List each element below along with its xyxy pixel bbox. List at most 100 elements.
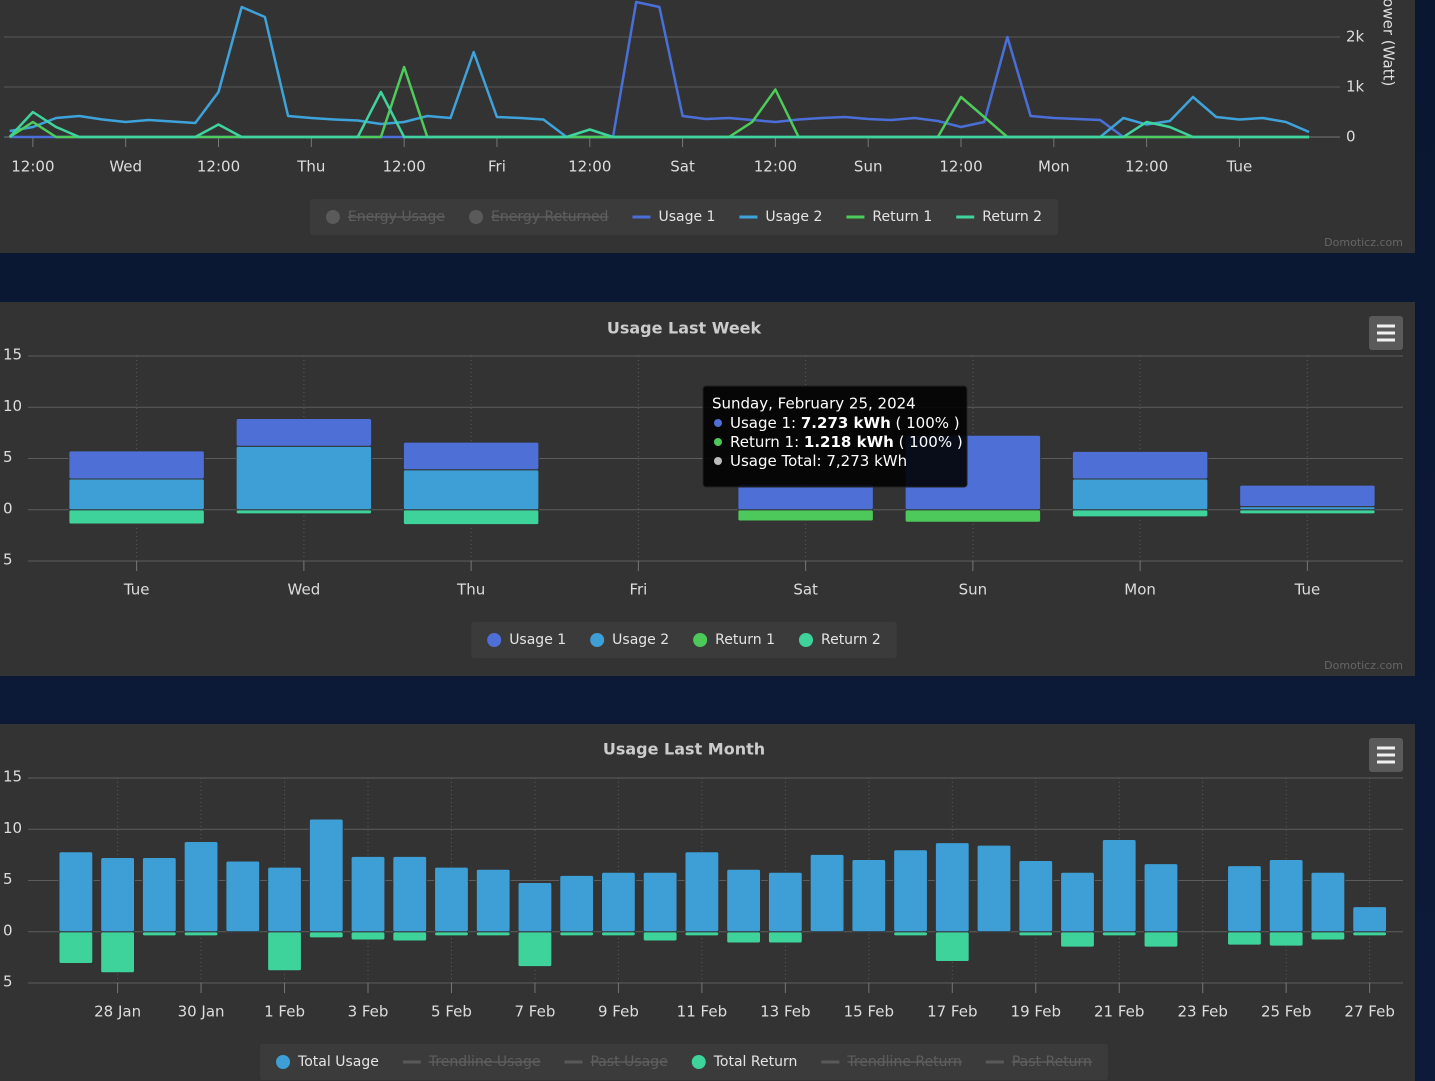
x-tick-label: Fri [629,581,647,599]
legend-symbol [691,1055,706,1069]
x-tick-label: Mon [1038,158,1070,176]
x-tick-label: Mon [1124,581,1156,599]
x-tick-label: 28 Jan [94,1003,141,1021]
y-tick-label: 2k [1346,28,1365,46]
legend-item[interactable]: Past Usage [564,1054,668,1070]
tooltip-name: Return 1: [730,433,804,451]
credits[interactable]: Domoticz.com [1324,236,1403,249]
legend-item[interactable]: Past Return [985,1054,1092,1070]
legend-item[interactable]: Return 2 [798,632,881,648]
x-tick-label: 15 Feb [844,1003,894,1021]
bar [851,858,887,933]
bar [1268,858,1304,933]
y-tick-label: 5 [3,551,13,569]
bar [934,931,970,962]
tooltip-line: Usage Total: 7,273 kWh [730,452,907,470]
bar [1060,871,1095,933]
bar [100,856,136,933]
legend-item[interactable]: Trendline Return [821,1054,962,1070]
bar [235,418,373,447]
x-tick-label: Sun [959,581,988,599]
bar [475,868,511,933]
bar [68,523,205,526]
legend-item[interactable]: Total Return [691,1054,798,1070]
bar [434,931,469,937]
bar [726,868,762,933]
x-tick-label: 27 Feb [1344,1003,1394,1021]
y-tick-label: 1k [1346,78,1365,96]
bar [767,871,803,933]
legend-symbol [276,1055,291,1069]
menu-button[interactable] [1369,738,1403,772]
x-tick-label: Thu [456,581,485,599]
x-tick-label: Tue [1294,581,1321,599]
bar [642,931,678,942]
power-panel: Power (Watt) Domoticz.com 0 1k 2k 12:00 Wed 1… [0,0,1415,253]
menu-button[interactable] [1369,316,1403,350]
bar [517,882,553,933]
menu-icon[interactable] [1377,324,1395,342]
y-axis-title: Power (Watt) [1380,0,1398,86]
legend-item[interactable]: Total Usage [276,1054,379,1070]
tooltip-line: Usage 1: 7.273 kWh ( 100% ) [730,414,960,432]
credits[interactable]: Domoticz.com [1324,659,1403,672]
legend-label: Return 2 [821,632,881,648]
y-tick-label: 5 [3,448,13,466]
tooltip-percent: ( 100% ) [891,414,960,432]
legend: Total Usage Trendline Usage Past Usage Tota… [260,1044,1108,1080]
bar [68,450,205,480]
legend-item[interactable]: Return 1 [846,209,932,225]
week-chart: Usage Last Week Domoticz.com 5 0 5 10 15 Tue W… [3,316,1403,672]
bar [68,509,205,525]
tooltip-value: 7.273 kWh [801,414,891,432]
x-tick-label: Wed [109,158,142,176]
legend-item[interactable]: Trendline Usage [402,1054,541,1070]
bar [1101,931,1137,937]
bar [267,866,302,933]
legend-label: Usage 2 [765,209,822,225]
legend: Usage 1 Usage 2 Return 1 Return 2 [471,622,897,658]
series-line [9,5,1310,139]
x-tick-label: Wed [288,581,321,599]
y-tick-label: 0 [1346,128,1356,146]
legend-label: Return 2 [982,209,1042,225]
bar [1018,860,1054,933]
legend-item[interactable]: Energy Returned [469,209,608,225]
bar [1071,509,1209,518]
legend-label: Usage 1 [509,632,566,648]
bar [559,931,595,937]
bar [58,851,94,933]
legend-item[interactable]: Usage 2 [739,209,822,225]
legend-label: Total Return [713,1054,798,1070]
chart-title: Usage Last Month [603,740,765,759]
legend-item[interactable]: Return 2 [956,209,1042,225]
legend-item[interactable]: Usage 1 [487,632,566,648]
tooltip-value: 1.218 kWh [804,433,894,451]
x-tick-label: 12:00 [383,158,426,176]
bar [1268,931,1304,947]
y-tick-label: 5 [3,870,13,888]
legend-symbol [487,633,502,647]
bar [1071,478,1209,511]
legend-item[interactable]: Return 1 [693,632,775,648]
bar [1310,871,1346,933]
tooltip-line: Return 1: 1.218 kWh ( 100% ) [730,433,963,451]
bar [235,509,373,515]
bar [1060,931,1095,948]
bar [809,853,845,933]
bar [904,509,1042,523]
legend-item[interactable]: Usage 1 [632,209,715,225]
legend-item[interactable]: Energy Usage [325,209,445,225]
x-tick-label: 5 Feb [431,1003,472,1021]
bar [141,931,177,937]
legend-label: Past Return [1012,1054,1092,1070]
legend-item[interactable]: Usage 2 [590,632,669,648]
bar [601,931,636,937]
legend-symbol [590,633,605,647]
menu-icon[interactable] [1377,746,1395,764]
bar [402,509,540,526]
bar [308,818,344,933]
x-tick-label: 12:00 [568,158,611,176]
x-tick-label: 9 Feb [598,1003,639,1021]
